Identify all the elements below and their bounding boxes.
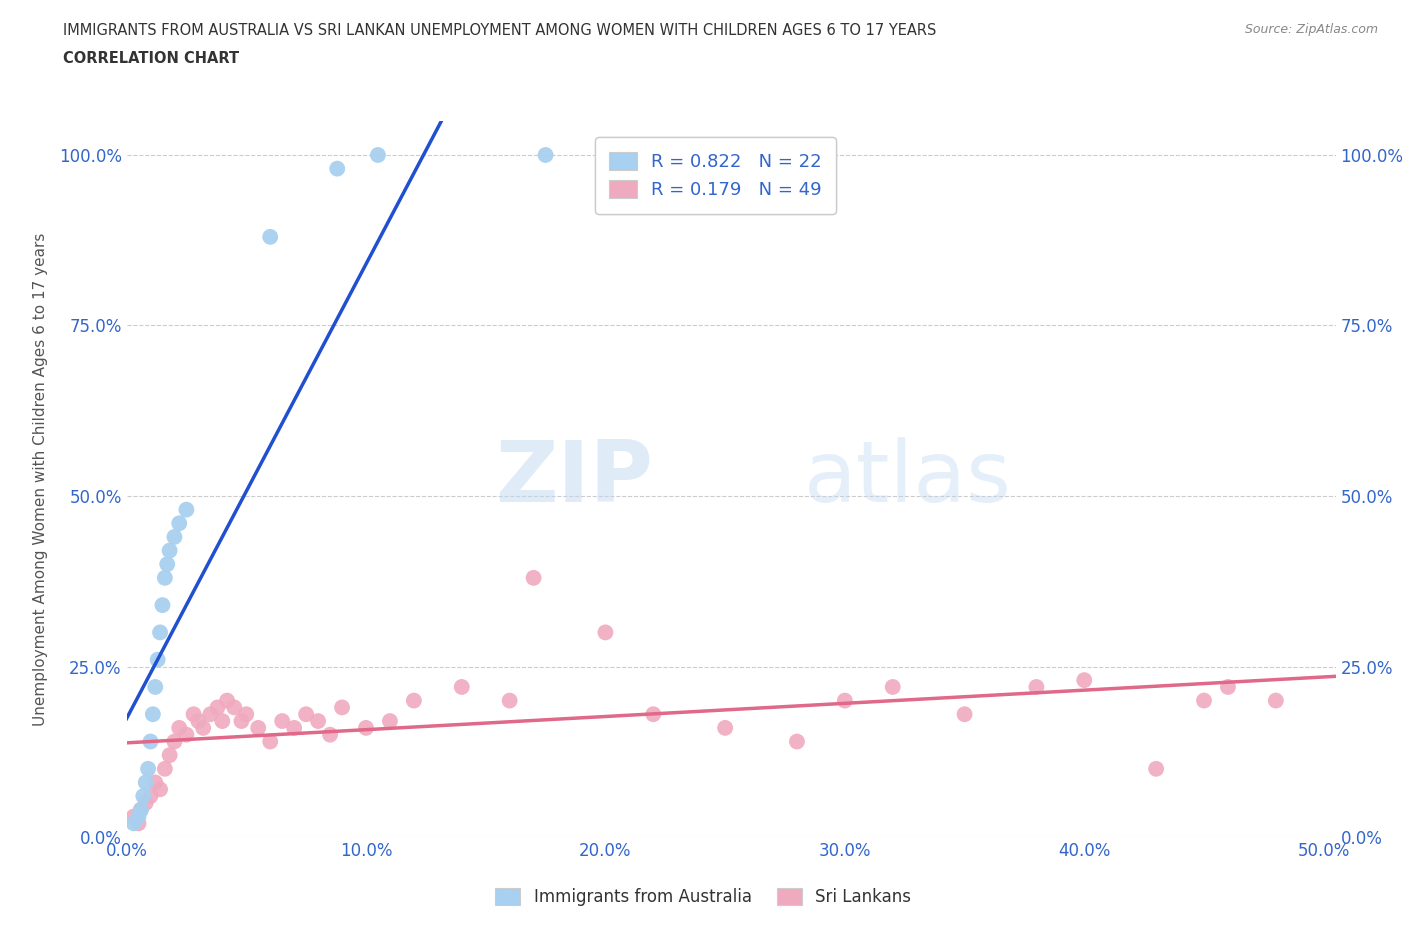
Point [153, 762, 176, 777]
Point [1192, 693, 1215, 708]
Point [1264, 693, 1286, 708]
Point [163, 529, 186, 544]
Point [191, 721, 214, 736]
Point [146, 652, 169, 667]
Point [259, 230, 281, 245]
Text: IMMIGRANTS FROM AUSTRALIA VS SRI LANKAN UNEMPLOYMENT AMONG WOMEN WITH CHILDREN A: IMMIGRANTS FROM AUSTRALIA VS SRI LANKAN … [63, 23, 936, 38]
Point [135, 775, 157, 790]
Point [834, 693, 856, 708]
Point [271, 713, 294, 728]
Point [714, 721, 737, 736]
Point [523, 570, 546, 585]
Point [882, 680, 904, 695]
Text: CORRELATION CHART: CORRELATION CHART [63, 51, 239, 66]
Point [1073, 672, 1095, 687]
Point [153, 570, 176, 585]
Point [595, 625, 617, 640]
Point [953, 707, 976, 722]
Point [128, 816, 150, 830]
Point [167, 516, 190, 531]
Point [167, 721, 190, 736]
Point [211, 713, 233, 728]
Point [231, 713, 253, 728]
Point [378, 713, 401, 728]
Point [295, 707, 318, 722]
Point [142, 707, 165, 722]
Point [159, 748, 181, 763]
Text: ZIP: ZIP [495, 437, 652, 521]
Point [136, 762, 159, 777]
Point [149, 625, 172, 640]
Point [330, 700, 353, 715]
Point [207, 700, 229, 715]
Point [183, 707, 205, 722]
Point [283, 721, 305, 736]
Point [139, 789, 162, 804]
Point [450, 680, 472, 695]
Point [132, 789, 155, 804]
Point [643, 707, 665, 722]
Point [128, 809, 150, 824]
Point [402, 693, 425, 708]
Point [135, 795, 157, 810]
Point [319, 727, 342, 742]
Point [187, 713, 209, 728]
Point [307, 713, 329, 728]
Point [1216, 680, 1239, 695]
Point [247, 721, 270, 736]
Point [534, 148, 557, 163]
Point [235, 707, 257, 722]
Text: atlas: atlas [804, 437, 1012, 521]
Point [159, 543, 181, 558]
Point [200, 707, 222, 722]
Point [163, 734, 186, 749]
Point [156, 557, 179, 572]
Point [1025, 680, 1047, 695]
Point [152, 598, 174, 613]
Point [143, 680, 166, 695]
Point [129, 803, 152, 817]
Point [259, 734, 281, 749]
Point [354, 721, 377, 736]
Point [129, 803, 152, 817]
Text: Source: ZipAtlas.com: Source: ZipAtlas.com [1244, 23, 1378, 36]
Point [139, 734, 162, 749]
Legend: Immigrants from Australia, Sri Lankans: Immigrants from Australia, Sri Lankans [488, 881, 918, 912]
Point [176, 502, 198, 517]
Point [224, 700, 246, 715]
Point [143, 775, 166, 790]
Point [122, 816, 145, 830]
Legend: R = 0.822   N = 22, R = 0.179   N = 49: R = 0.822 N = 22, R = 0.179 N = 49 [595, 137, 837, 214]
Point [326, 161, 349, 176]
Point [217, 693, 239, 708]
Point [149, 782, 172, 797]
Point [1144, 762, 1167, 777]
Y-axis label: Unemployment Among Women with Children Ages 6 to 17 years: Unemployment Among Women with Children A… [32, 232, 48, 725]
Point [176, 727, 198, 742]
Point [498, 693, 520, 708]
Point [786, 734, 808, 749]
Point [367, 148, 389, 163]
Point [122, 809, 145, 824]
